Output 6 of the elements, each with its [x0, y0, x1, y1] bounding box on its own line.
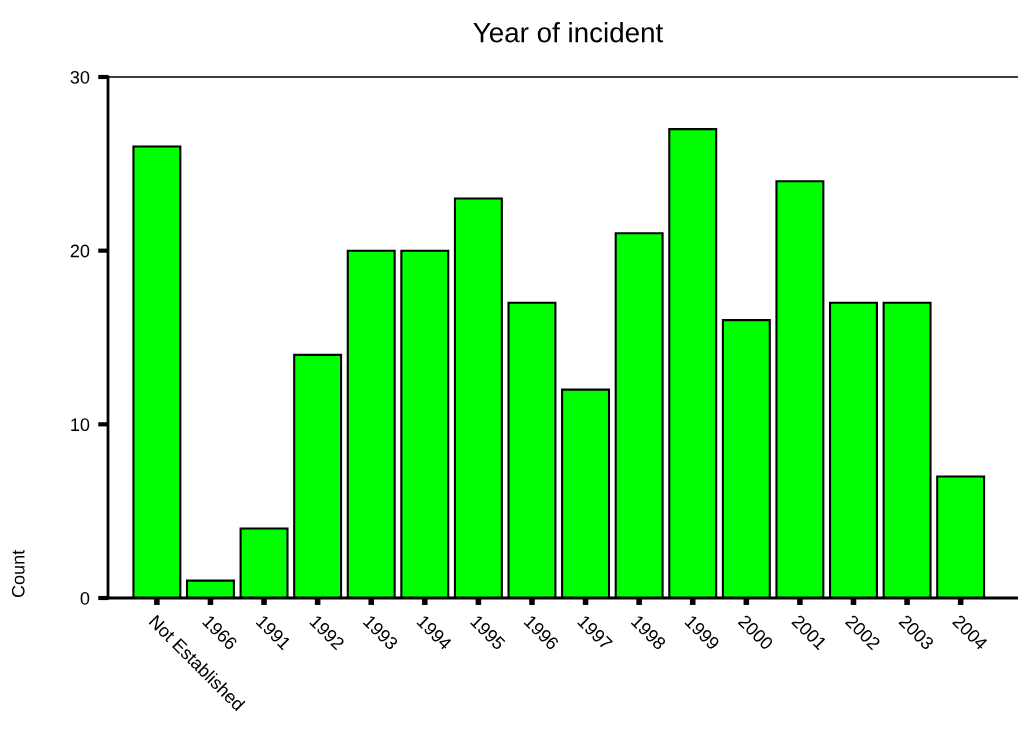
- y-tick-label: 0: [80, 591, 90, 605]
- y-tick-label: 10: [71, 418, 90, 432]
- y-axis-title: Count: [11, 549, 25, 598]
- y-tick-label: 20: [70, 244, 90, 258]
- y-tick-label: 30: [70, 70, 90, 84]
- chart-title: Year of incident: [473, 22, 664, 43]
